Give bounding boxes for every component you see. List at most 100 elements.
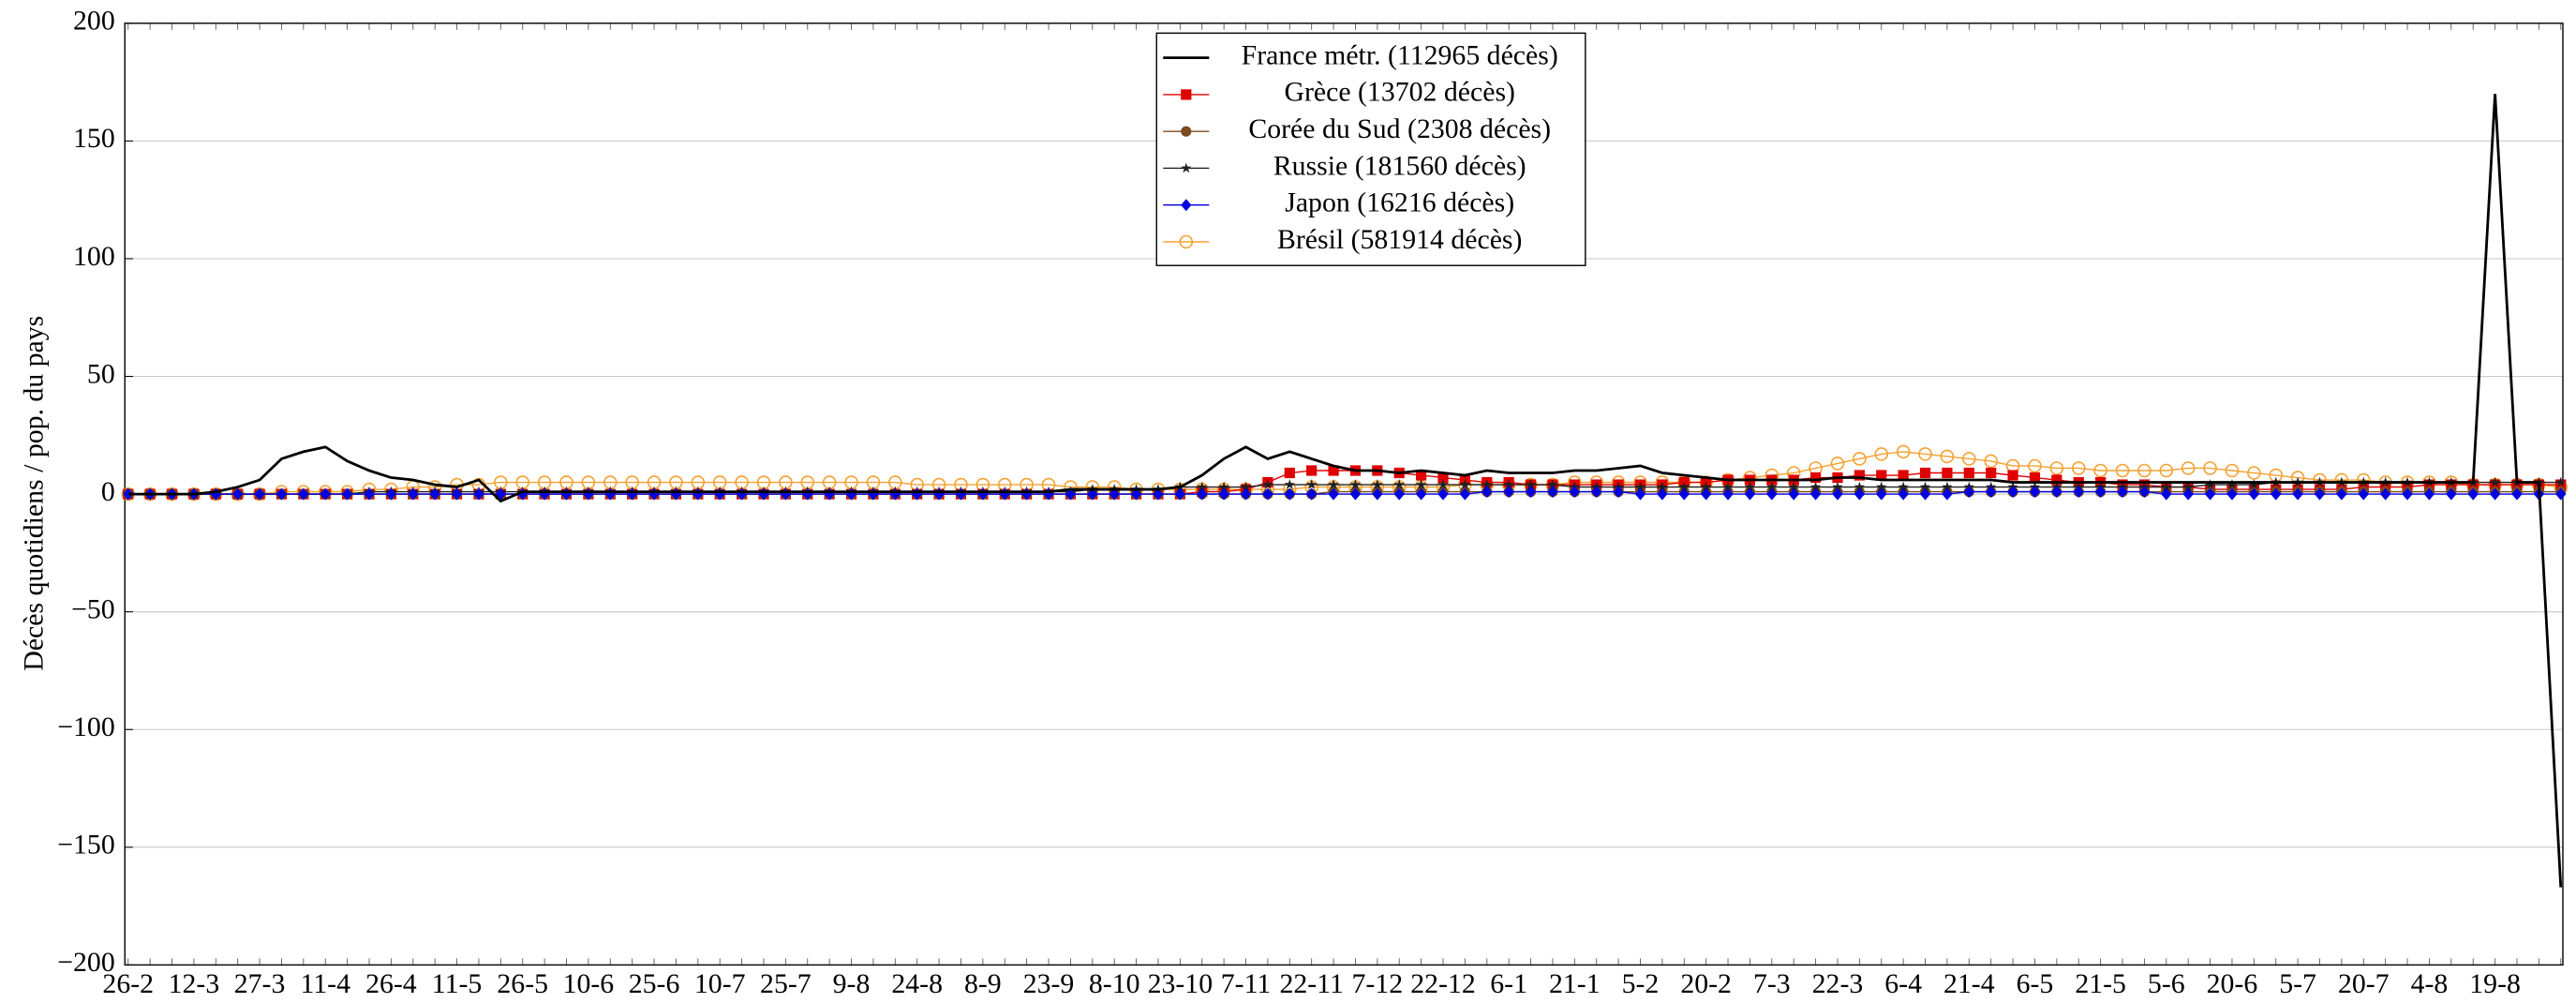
- x-tick-label: 26-2: [102, 968, 154, 999]
- marker: [1284, 479, 1295, 489]
- marker: [1525, 479, 1537, 489]
- marker: [2115, 463, 2130, 478]
- marker: [2423, 487, 2435, 501]
- legend-label: Corée du Sud (2308 décès): [1248, 113, 1551, 144]
- marker: [1503, 479, 1514, 489]
- x-tick-label: 26-5: [497, 968, 548, 999]
- marker: [2467, 479, 2479, 490]
- marker: [342, 487, 353, 501]
- marker: [1896, 444, 1911, 459]
- marker: [1788, 481, 1799, 492]
- marker: [1766, 487, 1778, 501]
- marker: [1240, 487, 1252, 501]
- marker: [2292, 487, 2303, 501]
- marker: [1898, 487, 1909, 501]
- marker: [2380, 487, 2391, 501]
- x-tick-label: 20-2: [1680, 968, 1732, 999]
- marker: [2007, 470, 2018, 481]
- marker: [2093, 463, 2107, 478]
- marker: [2511, 487, 2523, 501]
- marker: [1306, 479, 1318, 489]
- marker: [2159, 463, 2174, 478]
- marker: [2051, 486, 2062, 499]
- marker: [1853, 452, 1867, 466]
- marker: [2446, 479, 2457, 490]
- marker: [1130, 487, 1142, 501]
- marker: [2049, 461, 2064, 475]
- marker: [1328, 465, 1339, 476]
- marker: [1898, 470, 1909, 481]
- y-tick-label: 100: [73, 241, 115, 272]
- legend-label: France métr. (112965 décès): [1242, 39, 1558, 70]
- marker: [1306, 487, 1318, 501]
- marker: [1700, 481, 1712, 492]
- marker: [1942, 481, 1953, 492]
- marker: [2138, 486, 2151, 499]
- marker: [1197, 487, 1208, 501]
- marker: [1940, 449, 1955, 464]
- x-tick-label: 25-7: [760, 968, 812, 999]
- marker: [1722, 481, 1734, 492]
- marker: [2555, 487, 2567, 501]
- marker: [1986, 467, 1997, 479]
- x-tick-label: 7-3: [1753, 968, 1791, 999]
- marker: [1766, 481, 1778, 492]
- marker: [1722, 487, 1734, 501]
- marker: [517, 487, 529, 501]
- marker: [1963, 486, 1974, 499]
- marker: [2051, 474, 2062, 486]
- marker: [1876, 481, 1887, 492]
- x-tick-label: 26-4: [365, 968, 417, 999]
- marker: [1181, 89, 1192, 100]
- marker: [1547, 479, 1558, 489]
- y-tick-label: −100: [57, 711, 115, 742]
- series-line: [127, 490, 2561, 495]
- marker: [1179, 234, 1194, 249]
- marker: [2489, 479, 2501, 490]
- x-tick-label: 24-8: [891, 968, 943, 999]
- y-tick-label: −50: [71, 594, 115, 625]
- y-tick-label: 150: [73, 123, 115, 154]
- marker: [2225, 463, 2240, 478]
- x-tick-label: 23-9: [1023, 968, 1075, 999]
- marker: [1087, 487, 1098, 501]
- marker: [1372, 479, 1383, 489]
- x-tick-label: 10-7: [694, 968, 746, 999]
- marker: [1854, 470, 1865, 481]
- marker: [1415, 479, 1427, 489]
- marker: [1809, 481, 1822, 492]
- marker: [2161, 487, 2172, 501]
- marker: [2226, 487, 2238, 501]
- marker: [1809, 472, 1822, 484]
- marker: [2204, 479, 2216, 489]
- marker: [2446, 487, 2457, 501]
- marker: [1898, 481, 1909, 492]
- marker: [1459, 479, 1471, 489]
- marker: [1459, 487, 1470, 501]
- marker: [2402, 487, 2413, 501]
- marker: [2489, 487, 2501, 501]
- legend-box: [1155, 32, 1586, 266]
- marker: [1262, 487, 1273, 501]
- x-tick-label: 20-7: [2338, 968, 2390, 999]
- marker: [2182, 487, 2194, 501]
- x-tick-label: 7-12: [1352, 968, 1404, 999]
- marker: [1657, 481, 1668, 492]
- marker: [1942, 487, 1953, 501]
- marker: [1962, 452, 1976, 466]
- x-tick-label: 21-4: [1943, 968, 1995, 999]
- marker: [254, 487, 265, 501]
- y-tick-label: 0: [101, 476, 115, 507]
- x-tick-label: 20-6: [2207, 968, 2258, 999]
- marker: [1854, 481, 1866, 492]
- marker: [2029, 486, 2041, 499]
- marker: [2423, 479, 2435, 490]
- legend-label: Grèce (13702 décès): [1284, 77, 1515, 108]
- marker: [1876, 487, 1887, 501]
- x-tick-label: 5-6: [2148, 968, 2185, 999]
- marker: [1569, 486, 1580, 499]
- x-tick-label: 12-3: [169, 968, 220, 999]
- marker: [1328, 487, 1339, 501]
